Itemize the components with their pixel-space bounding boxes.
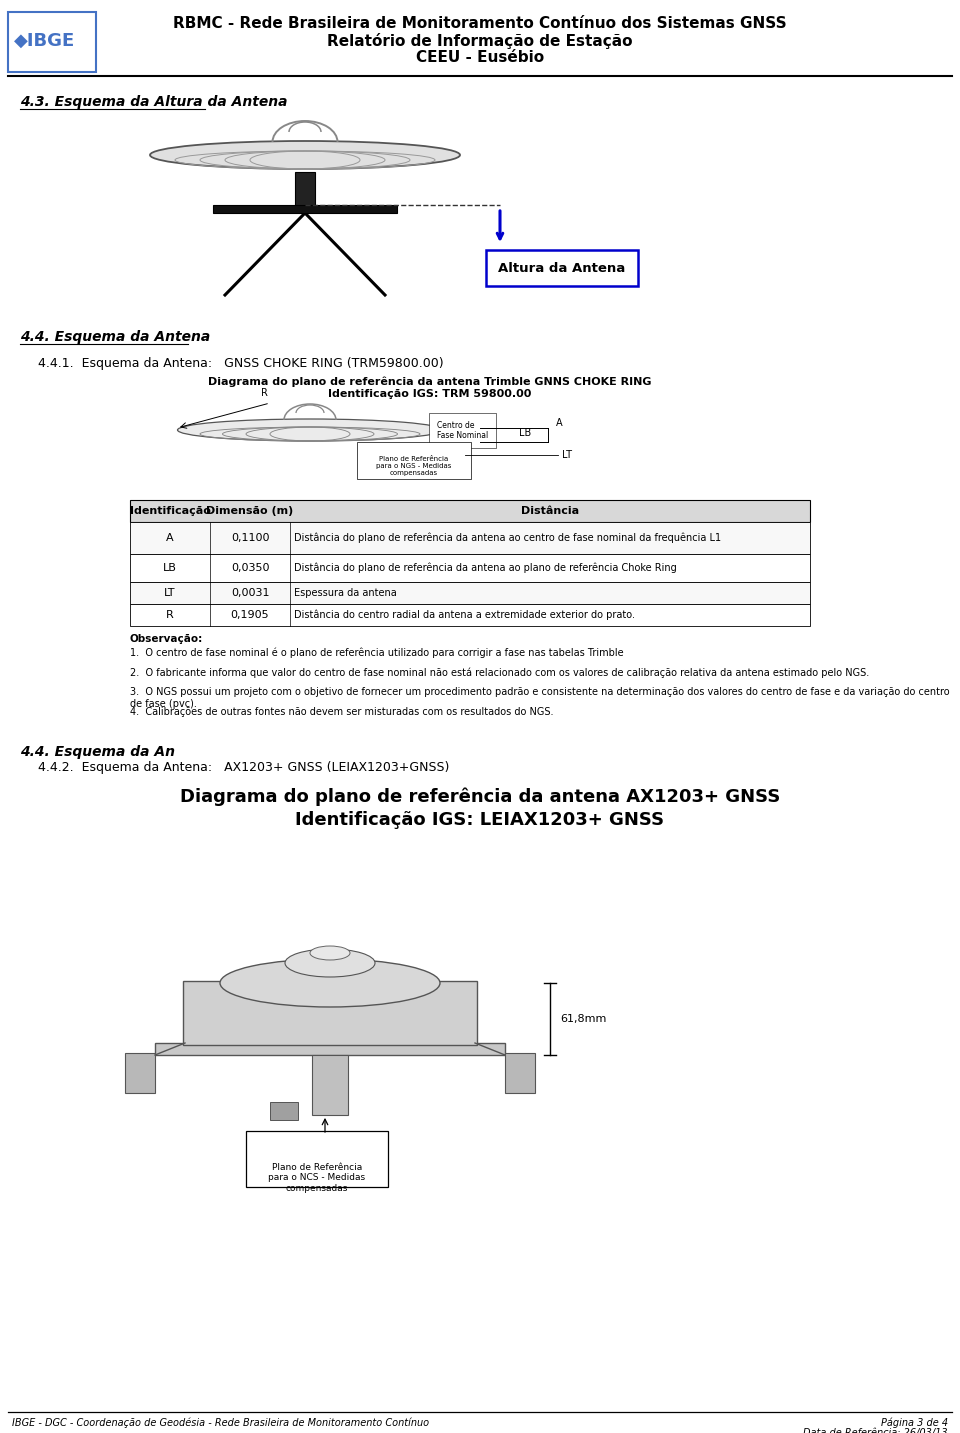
Text: Distância do plano de referência da antena ao centro de fase nominal da frequênc: Distância do plano de referência da ante…: [294, 533, 721, 543]
Text: Página 3 de 4: Página 3 de 4: [881, 1419, 948, 1429]
FancyBboxPatch shape: [125, 1053, 155, 1093]
FancyBboxPatch shape: [357, 441, 471, 479]
Text: Distância: Distância: [521, 506, 579, 516]
FancyBboxPatch shape: [130, 603, 810, 626]
Ellipse shape: [220, 959, 440, 1007]
FancyBboxPatch shape: [270, 1102, 298, 1121]
FancyBboxPatch shape: [8, 11, 96, 72]
Text: IBGE - DGC - Coordenação de Geodésia - Rede Brasileira de Monitoramento Contínuo: IBGE - DGC - Coordenação de Geodésia - R…: [12, 1419, 429, 1429]
FancyBboxPatch shape: [295, 172, 315, 206]
FancyBboxPatch shape: [130, 522, 810, 555]
Text: 4.4. Esquema da Antena: 4.4. Esquema da Antena: [20, 330, 210, 344]
Text: 4.4.1.  Esquema da Antena:   GNSS CHOKE RING (TRM59800.00): 4.4.1. Esquema da Antena: GNSS CHOKE RIN…: [38, 357, 444, 370]
Text: 1.  O centro de fase nominal é o plano de referência utilizado para corrigir a f: 1. O centro de fase nominal é o plano de…: [130, 648, 624, 658]
Text: RBMC - Rede Brasileira de Monitoramento Contínuo dos Sistemas GNSS: RBMC - Rede Brasileira de Monitoramento …: [173, 16, 787, 32]
Text: Observação:: Observação:: [130, 633, 204, 643]
FancyBboxPatch shape: [246, 1131, 388, 1187]
Text: R: R: [166, 610, 174, 620]
Text: LB: LB: [518, 428, 531, 438]
Text: Distância do plano de referência da antena ao plano de referência Choke Ring: Distância do plano de referência da ante…: [294, 563, 677, 573]
Text: CEEU - Eusébio: CEEU - Eusébio: [416, 50, 544, 64]
Text: 0,0350: 0,0350: [230, 563, 269, 573]
Text: 0,1905: 0,1905: [230, 610, 270, 620]
Text: Identificação IGS: TRM 59800.00: Identificação IGS: TRM 59800.00: [328, 388, 532, 398]
Text: 4.4. Esquema da An: 4.4. Esquema da An: [20, 745, 175, 759]
Text: Relatório de Informação de Estação: Relatório de Informação de Estação: [327, 33, 633, 49]
Ellipse shape: [150, 140, 460, 169]
Ellipse shape: [178, 418, 443, 441]
Text: R: R: [261, 388, 268, 398]
Text: Altura da Antena: Altura da Antena: [498, 262, 626, 275]
Text: 3.  O NGS possui um projeto com o objetivo de fornecer um procedimento padrão e : 3. O NGS possui um projeto com o objetiv…: [130, 686, 949, 708]
Text: LB: LB: [163, 563, 177, 573]
Text: Espessura da antena: Espessura da antena: [294, 588, 396, 598]
Text: Distância do centro radial da antena a extremidade exterior do prato.: Distância do centro radial da antena a e…: [294, 610, 635, 620]
FancyBboxPatch shape: [486, 249, 638, 287]
FancyBboxPatch shape: [130, 582, 810, 603]
FancyBboxPatch shape: [155, 1043, 505, 1055]
Text: Dimensão (m): Dimensão (m): [206, 506, 294, 516]
Text: ◆IBGE: ◆IBGE: [14, 32, 75, 50]
Text: Identificação: Identificação: [130, 506, 210, 516]
Text: Plano de Referência
para o NGS - Medidas
compensadas: Plano de Referência para o NGS - Medidas…: [376, 456, 452, 476]
Text: Diagrama do plano de referência da antena Trimble GNNS CHOKE RING: Diagrama do plano de referência da anten…: [208, 375, 652, 387]
FancyBboxPatch shape: [130, 555, 810, 582]
FancyBboxPatch shape: [312, 1055, 348, 1115]
Text: 0,1100: 0,1100: [230, 533, 269, 543]
FancyBboxPatch shape: [505, 1053, 535, 1093]
Text: A: A: [166, 533, 174, 543]
FancyBboxPatch shape: [130, 500, 810, 522]
Text: 61,8mm: 61,8mm: [560, 1015, 607, 1025]
Text: Centro de
Fase Nominal: Centro de Fase Nominal: [437, 421, 489, 440]
Text: Identificação IGS: LEIAX1203+ GNSS: Identificação IGS: LEIAX1203+ GNSS: [296, 811, 664, 830]
Text: 4.  Calibrações de outras fontes não devem ser misturadas com os resultados do N: 4. Calibrações de outras fontes não deve…: [130, 706, 554, 716]
Ellipse shape: [285, 949, 375, 977]
Text: Data de Referência: 26/03/13: Data de Referência: 26/03/13: [804, 1429, 948, 1433]
Text: Plano de Referência
para o NCS - Medidas
compensadas: Plano de Referência para o NCS - Medidas…: [269, 1164, 366, 1192]
Text: 4.3. Esquema da Altura da Antena: 4.3. Esquema da Altura da Antena: [20, 95, 287, 109]
Text: 2.  O fabricante informa que valor do centro de fase nominal não está relacionad: 2. O fabricante informa que valor do cen…: [130, 666, 869, 678]
Text: A: A: [556, 418, 563, 428]
Text: LT: LT: [562, 450, 572, 460]
FancyBboxPatch shape: [213, 205, 397, 214]
Text: 4.4.2.  Esquema da Antena:   AX1203+ GNSS (LEIAX1203+GNSS): 4.4.2. Esquema da Antena: AX1203+ GNSS (…: [38, 761, 449, 774]
FancyBboxPatch shape: [183, 982, 477, 1045]
Text: Diagrama do plano de referência da antena AX1203+ GNSS: Diagrama do plano de referência da anten…: [180, 787, 780, 805]
Text: LT: LT: [164, 588, 176, 598]
Text: 0,0031: 0,0031: [230, 588, 269, 598]
Ellipse shape: [310, 946, 350, 960]
